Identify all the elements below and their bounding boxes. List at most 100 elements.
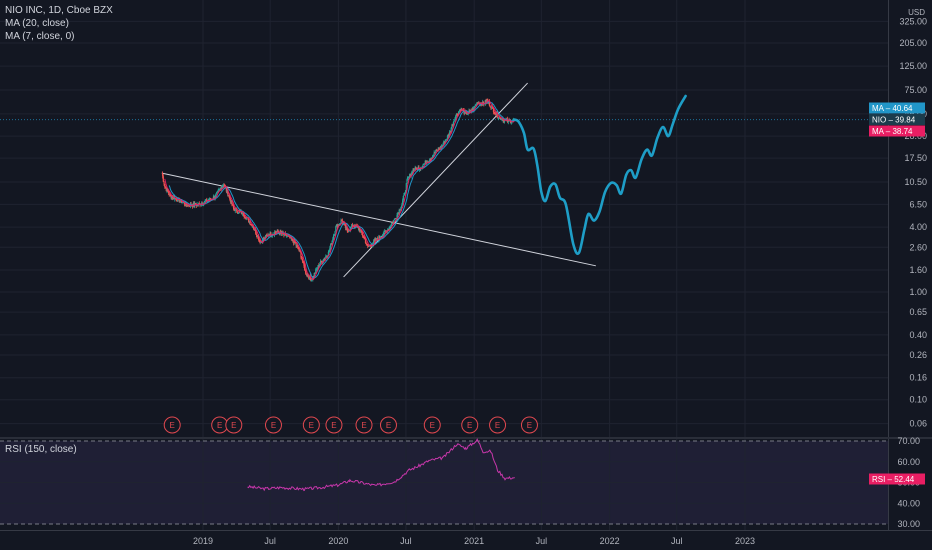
candle-body [432, 155, 434, 158]
candle-body [466, 112, 468, 115]
price-tick-label: 2.60 [909, 242, 927, 252]
candle-body [492, 108, 495, 113]
candle-body [409, 174, 411, 177]
candle-body [286, 236, 288, 237]
rsi-legend[interactable]: RSI (150, close) [5, 444, 77, 455]
candle-body [469, 109, 472, 112]
candle-body [456, 114, 458, 115]
earnings-marker[interactable]: E [520, 416, 538, 434]
candle-body [415, 167, 417, 169]
candle-body [255, 233, 258, 236]
candle-body [339, 223, 341, 225]
earnings-marker-label: E [430, 421, 435, 430]
candle-body [331, 240, 333, 245]
candle-body [330, 243, 332, 245]
candle-body [481, 104, 483, 106]
candle-body [315, 269, 317, 274]
candle-body [471, 108, 473, 112]
earnings-marker[interactable]: E [461, 416, 479, 434]
candle-body [163, 181, 165, 185]
candle-body [270, 232, 272, 236]
price-tick-label: 17.50 [904, 153, 927, 163]
earnings-marker[interactable]: E [163, 416, 181, 434]
candle-body [252, 226, 254, 228]
candle-body [335, 226, 337, 232]
candle-body [361, 230, 363, 234]
candle-body [410, 174, 412, 177]
earnings-marker[interactable]: E [423, 416, 441, 434]
rsi-badge[interactable]: RSI – 52.44 [869, 473, 925, 485]
candle-body [436, 150, 438, 151]
earnings-marker[interactable]: E [325, 416, 343, 434]
price-tick-label: 1.00 [909, 287, 927, 297]
candle-body [413, 169, 415, 171]
candle-body [484, 100, 486, 104]
earnings-marker[interactable]: E [302, 416, 320, 434]
earnings-marker-label: E [271, 421, 276, 430]
candle-body [228, 195, 230, 197]
candle-body [236, 211, 239, 213]
candle-body [382, 234, 384, 236]
candle-body [450, 128, 452, 132]
candle-body [289, 236, 291, 239]
symbol-title[interactable]: NIO INC, 1D, Cboe BZX [5, 5, 113, 16]
candle-body [405, 183, 407, 191]
candle-body [441, 145, 443, 147]
earnings-marker[interactable]: E [379, 416, 397, 434]
candle-body [412, 169, 414, 173]
candle-body [274, 232, 276, 234]
candle-body [175, 198, 177, 201]
price-badge-text: NIO – 39.84 [872, 116, 916, 125]
ma20-badge[interactable]: MA – 40.64 [869, 102, 925, 114]
earnings-marker-label: E [495, 421, 500, 430]
candle-body [348, 230, 350, 232]
candle-body [462, 110, 464, 111]
price-badge[interactable]: NIO – 39.84 [869, 114, 925, 125]
candle-body [482, 101, 484, 104]
candle-body [458, 111, 460, 115]
candle-body [350, 226, 352, 228]
ma7-badge[interactable]: MA – 38.74 [869, 125, 925, 137]
candle-body [162, 176, 164, 182]
candle-body [313, 272, 315, 277]
candle-body [297, 246, 299, 250]
candle-body [314, 272, 316, 274]
candle-body [219, 189, 221, 190]
price-tick-label: 10.50 [904, 177, 927, 187]
candle-body [490, 106, 492, 109]
candle-body [469, 110, 471, 112]
candle-body [359, 230, 361, 232]
ma20-legend[interactable]: MA (20, close) [5, 18, 69, 29]
candle-body [437, 148, 439, 151]
candle-body [327, 252, 329, 256]
earnings-marker[interactable]: E [355, 416, 373, 434]
candle-body [486, 99, 488, 101]
price-tick-label: 205.00 [899, 38, 927, 48]
candle-body [182, 202, 184, 204]
candle-body [197, 203, 200, 205]
ma7-legend[interactable]: MA (7, close, 0) [5, 31, 75, 42]
candle-body [209, 198, 211, 201]
trend-line [343, 82, 528, 278]
candle-body [389, 226, 391, 228]
candle-body [164, 186, 167, 188]
earnings-marker[interactable]: E [264, 416, 282, 434]
earnings-marker-label: E [386, 421, 391, 430]
candle-body [372, 243, 374, 245]
candle-body [370, 244, 372, 246]
candle-body [307, 274, 309, 277]
candle-body [216, 191, 218, 194]
time-tick-label: 2020 [328, 536, 348, 546]
candle-body [402, 195, 404, 201]
candle-body [464, 110, 466, 115]
candle-body [438, 148, 440, 150]
candle-body [341, 220, 343, 222]
candle-body [161, 173, 164, 177]
candle-body [260, 241, 262, 243]
earnings-marker[interactable]: E [225, 416, 243, 434]
candle-body [425, 160, 427, 164]
rsi-tick-label: 40.00 [897, 498, 920, 508]
candle-body [276, 230, 278, 233]
earnings-marker[interactable]: E [489, 416, 507, 434]
